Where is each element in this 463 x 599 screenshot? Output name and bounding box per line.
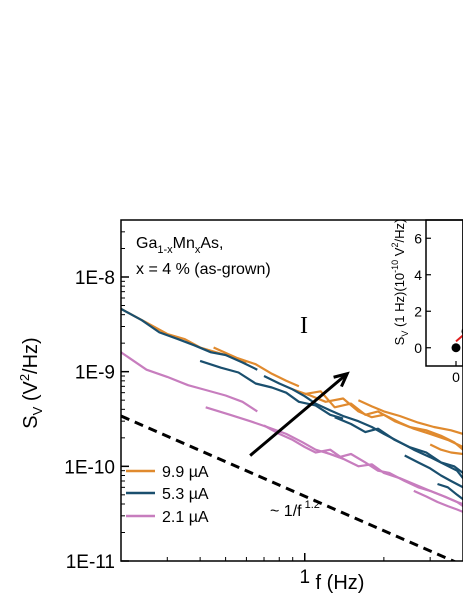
arrow-shaft (249, 372, 349, 457)
y-tick-label-2: 1E-9 (75, 363, 115, 384)
svg-text:SV (V2/Hz): SV (V2/Hz) (17, 337, 45, 428)
reference-line (121, 414, 457, 561)
arrow-label: I (300, 313, 308, 339)
inset-panel: 0 2 4 6 0 (414, 218, 463, 385)
y-tick-label-3: 1E-8 (75, 268, 115, 289)
legend-label-5-3uA: 5.3 µA (162, 486, 209, 503)
series-0-trace-4 (357, 399, 463, 435)
series-1-trace-1 (199, 359, 344, 420)
legend: 9.9 µA 5.3 µA 2.1 µA (126, 464, 209, 526)
material-label: Ga1-xMnxAs, (136, 235, 223, 256)
reference-line-label: ~ 1/f 1.2 (270, 499, 320, 520)
inset-y-tick-label-1: 2 (414, 303, 422, 319)
current-arrow (249, 371, 350, 457)
series-2-trace-4 (413, 489, 463, 513)
reference-line-layer (121, 414, 457, 561)
composition-label: x = 4 % (as-grown) (136, 261, 271, 278)
series-0-trace-1 (213, 346, 300, 388)
series-1-trace-4 (404, 454, 463, 489)
plot-frame (120, 219, 463, 562)
y-axis-title: SV (V2/Hz) (17, 337, 45, 428)
x-axis-title: f (Hz) (316, 572, 365, 594)
series-0-trace-3 (304, 390, 463, 451)
series-1-trace-5 (437, 482, 463, 501)
y-tick-label-1: 1E-10 (64, 457, 115, 478)
series-2-trace-0 (121, 351, 258, 413)
series-2-trace-1 (205, 406, 344, 460)
arrow-head (333, 371, 350, 388)
inset-y-tick-label-3: 6 (414, 230, 422, 246)
svg-text:SV (1 Hz)(10-10 V2/Hz): SV (1 Hz)(10-10 V2/Hz) (390, 219, 410, 346)
series-1-trace-3 (334, 416, 463, 474)
legend-label-2-1uA: 2.1 µA (162, 509, 209, 526)
y-tick-label-0: 1E-11 (66, 552, 115, 573)
inset-y-tick-label-2: 4 (414, 267, 422, 283)
series-2-trace-3 (325, 451, 463, 506)
inset-x-tick-label-0: 0 (452, 369, 460, 385)
inset-y-tick-label-0: 0 (414, 340, 422, 356)
inset-y-axis-title: SV (1 Hz)(10-10 V2/Hz) (390, 219, 410, 346)
axis-layer: 1E-11 1E-10 1E-9 1E-8 1 (64, 219, 431, 588)
inset-point-0 (451, 343, 461, 353)
series-1-trace-0 (121, 307, 258, 371)
series-0-trace-5 (429, 443, 463, 456)
legend-label-9-9uA: 9.9 µA (162, 464, 209, 481)
series-layer (121, 307, 463, 513)
series-0-trace-2 (292, 388, 463, 448)
x-tick-label-0: 1 (299, 567, 310, 588)
